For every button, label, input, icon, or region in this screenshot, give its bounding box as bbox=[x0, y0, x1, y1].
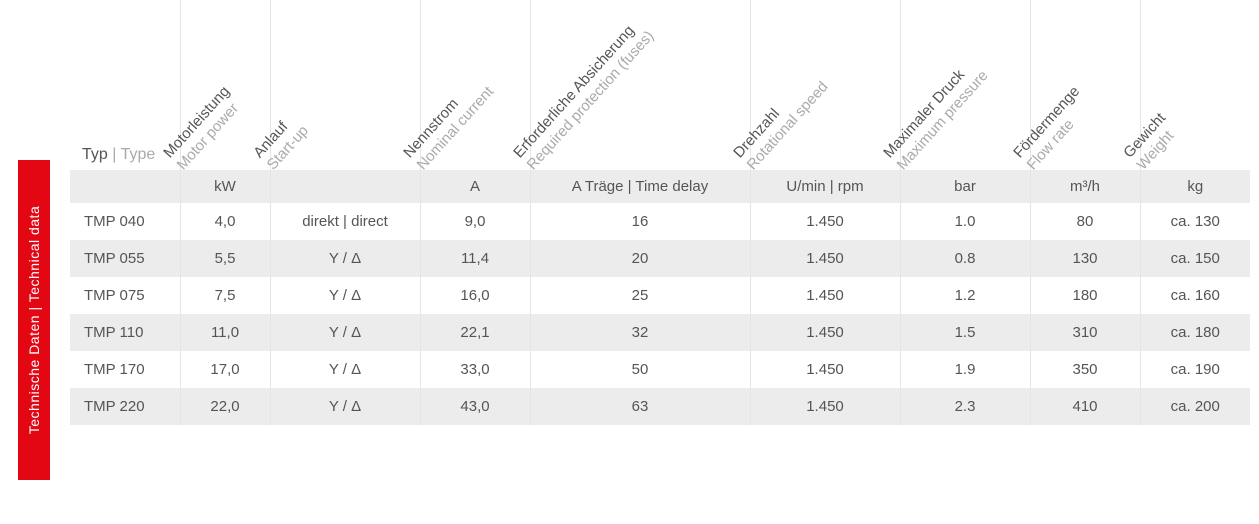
header-row: Typ | Type MotorleistungMotor power Anla… bbox=[70, 0, 1250, 170]
cell-value: Y / Δ bbox=[270, 240, 420, 277]
cell-value: 17,0 bbox=[180, 351, 270, 388]
cell-value: direkt | direct bbox=[270, 203, 420, 240]
cell-value: Y / Δ bbox=[270, 351, 420, 388]
header-type-de: Typ bbox=[82, 146, 108, 163]
cell-type: TMP 170 bbox=[70, 351, 180, 388]
cell-value: 16 bbox=[530, 203, 750, 240]
cell-value: 180 bbox=[1030, 277, 1140, 314]
hdr3-en: Required protection (fuses) bbox=[523, 27, 657, 173]
cell-value: 1.450 bbox=[750, 277, 900, 314]
cell-value: 22,1 bbox=[420, 314, 530, 351]
cell-type: TMP 110 bbox=[70, 314, 180, 351]
cell-value: 1.450 bbox=[750, 240, 900, 277]
header-type-sep: | bbox=[108, 146, 121, 163]
cell-value: 16,0 bbox=[420, 277, 530, 314]
unit-1 bbox=[270, 170, 420, 203]
side-label: Technische Daten | Technical data bbox=[18, 160, 50, 480]
header-type-en: Type bbox=[121, 146, 156, 163]
cell-value: 1.450 bbox=[750, 388, 900, 425]
table-row: TMP 17017,0Y / Δ33,0501.4501.9350ca. 190 bbox=[70, 351, 1250, 388]
unit-7: kg bbox=[1140, 170, 1250, 203]
unit-6: m³/h bbox=[1030, 170, 1140, 203]
cell-value: 20 bbox=[530, 240, 750, 277]
table-container: Technische Daten | Technical data Typ | … bbox=[0, 0, 1259, 445]
header-col-4: DrehzahlRotational speed bbox=[750, 0, 900, 170]
cell-type: TMP 055 bbox=[70, 240, 180, 277]
cell-value: 1.0 bbox=[900, 203, 1030, 240]
cell-value: 1.450 bbox=[750, 203, 900, 240]
table-row: TMP 0757,5Y / Δ16,0251.4501.2180ca. 160 bbox=[70, 277, 1250, 314]
cell-value: 1.9 bbox=[900, 351, 1030, 388]
cell-value: 4,0 bbox=[180, 203, 270, 240]
cell-value: 350 bbox=[1030, 351, 1140, 388]
cell-value: 11,0 bbox=[180, 314, 270, 351]
header-col-3: Erforderliche AbsicherungRequired protec… bbox=[530, 0, 750, 170]
cell-value: 1.450 bbox=[750, 351, 900, 388]
unit-0: kW bbox=[180, 170, 270, 203]
cell-value: 0.8 bbox=[900, 240, 1030, 277]
cell-value: 9,0 bbox=[420, 203, 530, 240]
cell-value: 63 bbox=[530, 388, 750, 425]
cell-value: 2.3 bbox=[900, 388, 1030, 425]
unit-row: kW A A Träge | Time delay U/min | rpm ba… bbox=[70, 170, 1250, 203]
cell-value: 80 bbox=[1030, 203, 1140, 240]
header-col-1: AnlaufStart-up bbox=[270, 0, 420, 170]
cell-type: TMP 040 bbox=[70, 203, 180, 240]
table-row: TMP 11011,0Y / Δ22,1321.4501.5310ca. 180 bbox=[70, 314, 1250, 351]
cell-value: ca. 180 bbox=[1140, 314, 1250, 351]
cell-value: 33,0 bbox=[420, 351, 530, 388]
unit-4: U/min | rpm bbox=[750, 170, 900, 203]
cell-value: ca. 150 bbox=[1140, 240, 1250, 277]
cell-type: TMP 075 bbox=[70, 277, 180, 314]
unit-type bbox=[70, 170, 180, 203]
cell-value: ca. 190 bbox=[1140, 351, 1250, 388]
cell-value: 7,5 bbox=[180, 277, 270, 314]
cell-value: 130 bbox=[1030, 240, 1140, 277]
cell-value: 50 bbox=[530, 351, 750, 388]
side-label-text: Technische Daten | Technical data bbox=[26, 206, 42, 434]
header-col-7: GewichtWeight bbox=[1140, 0, 1250, 170]
unit-2: A bbox=[420, 170, 530, 203]
table-row: TMP 0404,0direkt | direct9,0161.4501.080… bbox=[70, 203, 1250, 240]
cell-value: Y / Δ bbox=[270, 388, 420, 425]
cell-value: 310 bbox=[1030, 314, 1140, 351]
side-label-en: Technical data bbox=[26, 206, 42, 303]
cell-value: 11,4 bbox=[420, 240, 530, 277]
table-head: Typ | Type MotorleistungMotor power Anla… bbox=[70, 0, 1250, 203]
cell-value: ca. 130 bbox=[1140, 203, 1250, 240]
cell-value: 32 bbox=[530, 314, 750, 351]
cell-value: 1.5 bbox=[900, 314, 1030, 351]
table-row: TMP 22022,0Y / Δ43,0631.4502.3410ca. 200 bbox=[70, 388, 1250, 425]
cell-value: 43,0 bbox=[420, 388, 530, 425]
cell-value: 22,0 bbox=[180, 388, 270, 425]
unit-5: bar bbox=[900, 170, 1030, 203]
side-label-sep: | bbox=[26, 302, 42, 315]
side-label-de: Technische Daten bbox=[26, 315, 42, 434]
cell-type: TMP 220 bbox=[70, 388, 180, 425]
unit-3: A Träge | Time delay bbox=[530, 170, 750, 203]
cell-value: 25 bbox=[530, 277, 750, 314]
table-body: TMP 0404,0direkt | direct9,0161.4501.080… bbox=[70, 203, 1250, 425]
cell-value: 1.450 bbox=[750, 314, 900, 351]
cell-value: 5,5 bbox=[180, 240, 270, 277]
cell-value: 1.2 bbox=[900, 277, 1030, 314]
cell-value: Y / Δ bbox=[270, 314, 420, 351]
header-col-5: Maximaler DruckMaximum pressure bbox=[900, 0, 1030, 170]
cell-value: ca. 160 bbox=[1140, 277, 1250, 314]
tech-data-table: Typ | Type MotorleistungMotor power Anla… bbox=[70, 0, 1250, 425]
cell-value: Y / Δ bbox=[270, 277, 420, 314]
table-row: TMP 0555,5Y / Δ11,4201.4500.8130ca. 150 bbox=[70, 240, 1250, 277]
cell-value: ca. 200 bbox=[1140, 388, 1250, 425]
cell-value: 410 bbox=[1030, 388, 1140, 425]
